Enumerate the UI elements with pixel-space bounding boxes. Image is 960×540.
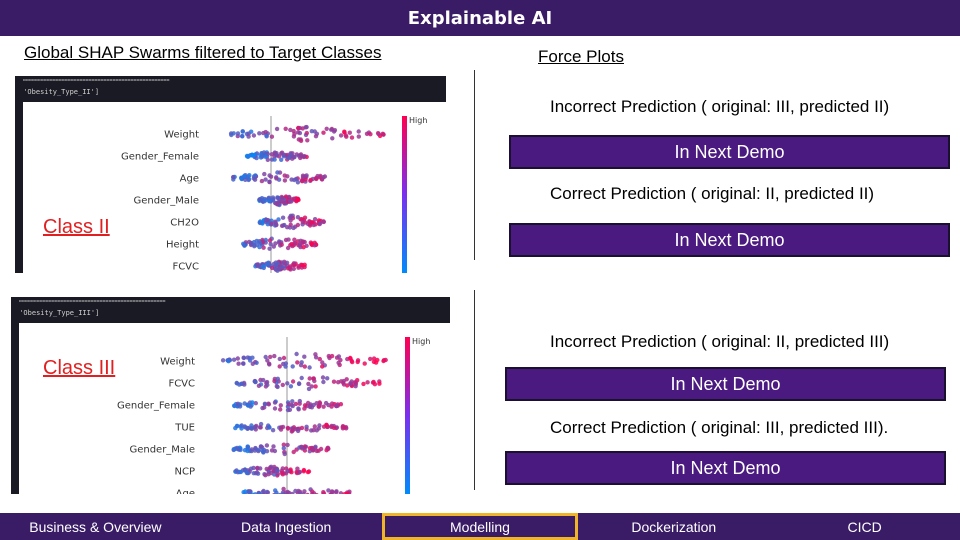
swarm-row: [257, 194, 301, 208]
swarm-row: [241, 236, 319, 251]
shap-swarm-plot: High Weight Gender_Female Age Gender_Male CH2…: [121, 116, 427, 273]
feature-label: TUE: [174, 423, 195, 434]
nav-item-dockerization[interactable]: Dockerization: [631, 518, 717, 535]
swarm-row: [244, 150, 309, 162]
class-ii-label: Class II: [43, 216, 110, 239]
feature-label: Weight: [160, 357, 195, 368]
panel-left-edge: [11, 297, 19, 494]
swarm-row: [231, 170, 328, 185]
prediction-title-1: Incorrect Prediction ( original: III, pr…: [550, 97, 890, 116]
prediction-title-3: Incorrect Prediction ( original: II, pre…: [550, 332, 890, 351]
nav-item-modelling[interactable]: Modelling: [381, 513, 579, 540]
in-next-demo-button-3[interactable]: In Next Demo: [505, 367, 946, 401]
in-next-demo-button-4[interactable]: In Next Demo: [505, 451, 946, 485]
swarm-row: [228, 124, 386, 143]
swarm-row: [233, 421, 349, 434]
class-iii-label: Class III: [43, 357, 116, 380]
feature-label: NCP: [175, 467, 196, 478]
bottom-nav: Business & Overview Data Ingestion Model…: [0, 513, 960, 540]
swarm-row: [233, 464, 312, 478]
feature-label: Height: [166, 240, 199, 251]
colorbar-high-label: High: [409, 116, 427, 125]
vertical-divider: [474, 70, 475, 260]
feature-label: Age: [180, 174, 199, 185]
panel-left-edge: [15, 76, 23, 273]
feature-label: Weight: [164, 130, 199, 141]
header-bar: Explainable AI: [0, 0, 960, 36]
colorbar-high-label: High: [412, 337, 430, 346]
feature-label: Gender_Male: [129, 445, 195, 456]
notebook-output-header: ========================================…: [15, 76, 446, 102]
prediction-title-2: Correct Prediction ( original: II, predi…: [550, 184, 875, 203]
shap-swarm-plot: High Weight FCVC Gender_Female TUE Gender_Mal…: [117, 337, 430, 495]
swarm-row: [220, 351, 388, 370]
left-section-heading: Global SHAP Swarms filtered to Target Cl…: [24, 43, 382, 62]
feature-label: Gender_Female: [117, 401, 195, 412]
feature-label: CH2O: [170, 218, 199, 229]
swarm-row: [257, 213, 326, 231]
swarm-row: [253, 259, 307, 273]
force-plots-heading: Force Plots: [538, 47, 624, 66]
feature-label: FCVC: [172, 262, 199, 273]
separator-rule: ========================================…: [15, 299, 166, 305]
in-next-demo-button-2[interactable]: In Next Demo: [509, 223, 950, 257]
shap-swarm-panel-class-iii: ========================================…: [11, 297, 450, 494]
notebook-output-header: ========================================…: [11, 297, 450, 323]
target-class-label: ['Obesity_Type_II']: [19, 88, 100, 96]
swarm-row: [231, 442, 331, 457]
swarm-row: [232, 398, 344, 413]
colorbar: [405, 337, 410, 494]
separator-rule: ========================================…: [19, 78, 170, 84]
nav-item-cicd[interactable]: CICD: [847, 518, 882, 535]
prediction-title-4: Correct Prediction ( original: III, pred…: [550, 418, 889, 437]
in-next-demo-button-1[interactable]: In Next Demo: [509, 135, 950, 169]
shap-swarm-panel-class-ii: ========================================…: [15, 76, 446, 273]
swarm-row: [241, 486, 352, 494]
page-title: Explainable AI: [407, 7, 553, 29]
feature-label: Gender_Female: [121, 152, 199, 163]
nav-item-business-overview[interactable]: Business & Overview: [29, 518, 162, 535]
vertical-divider: [474, 290, 475, 490]
feature-label: Gender_Male: [133, 196, 199, 207]
colorbar: [402, 116, 407, 273]
nav-item-data-ingestion[interactable]: Data Ingestion: [241, 518, 332, 535]
swarm-row: [234, 375, 382, 392]
feature-label: FCVC: [168, 379, 195, 390]
feature-label: Age: [176, 489, 195, 495]
target-class-label: ['Obesity_Type_III']: [15, 309, 100, 317]
